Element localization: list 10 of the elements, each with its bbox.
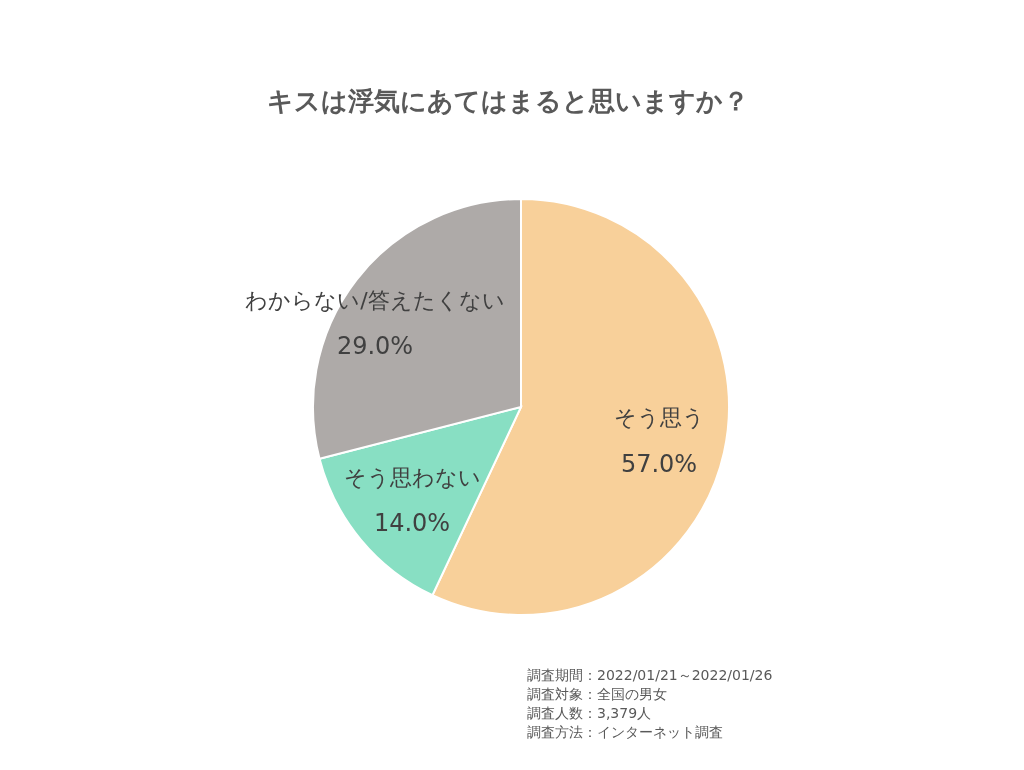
text: 調査人数：3,379人 [527,704,653,723]
text: 調査対象：全国の男女 [527,685,668,704]
data-label: 14.0% [373,509,451,538]
slice-label: そう思う [613,405,705,431]
data-label: 57.0% [620,449,698,478]
text: 調査方法：インターネット調査 [527,723,724,742]
slice-label: そう思わない [343,464,481,490]
text: 調査期間：2022/01/21～2022/01/26 [527,666,773,685]
chart-title: キスは浮気にあてはまると思いますか？ [266,85,750,118]
data-label: 29.0% [336,332,414,361]
